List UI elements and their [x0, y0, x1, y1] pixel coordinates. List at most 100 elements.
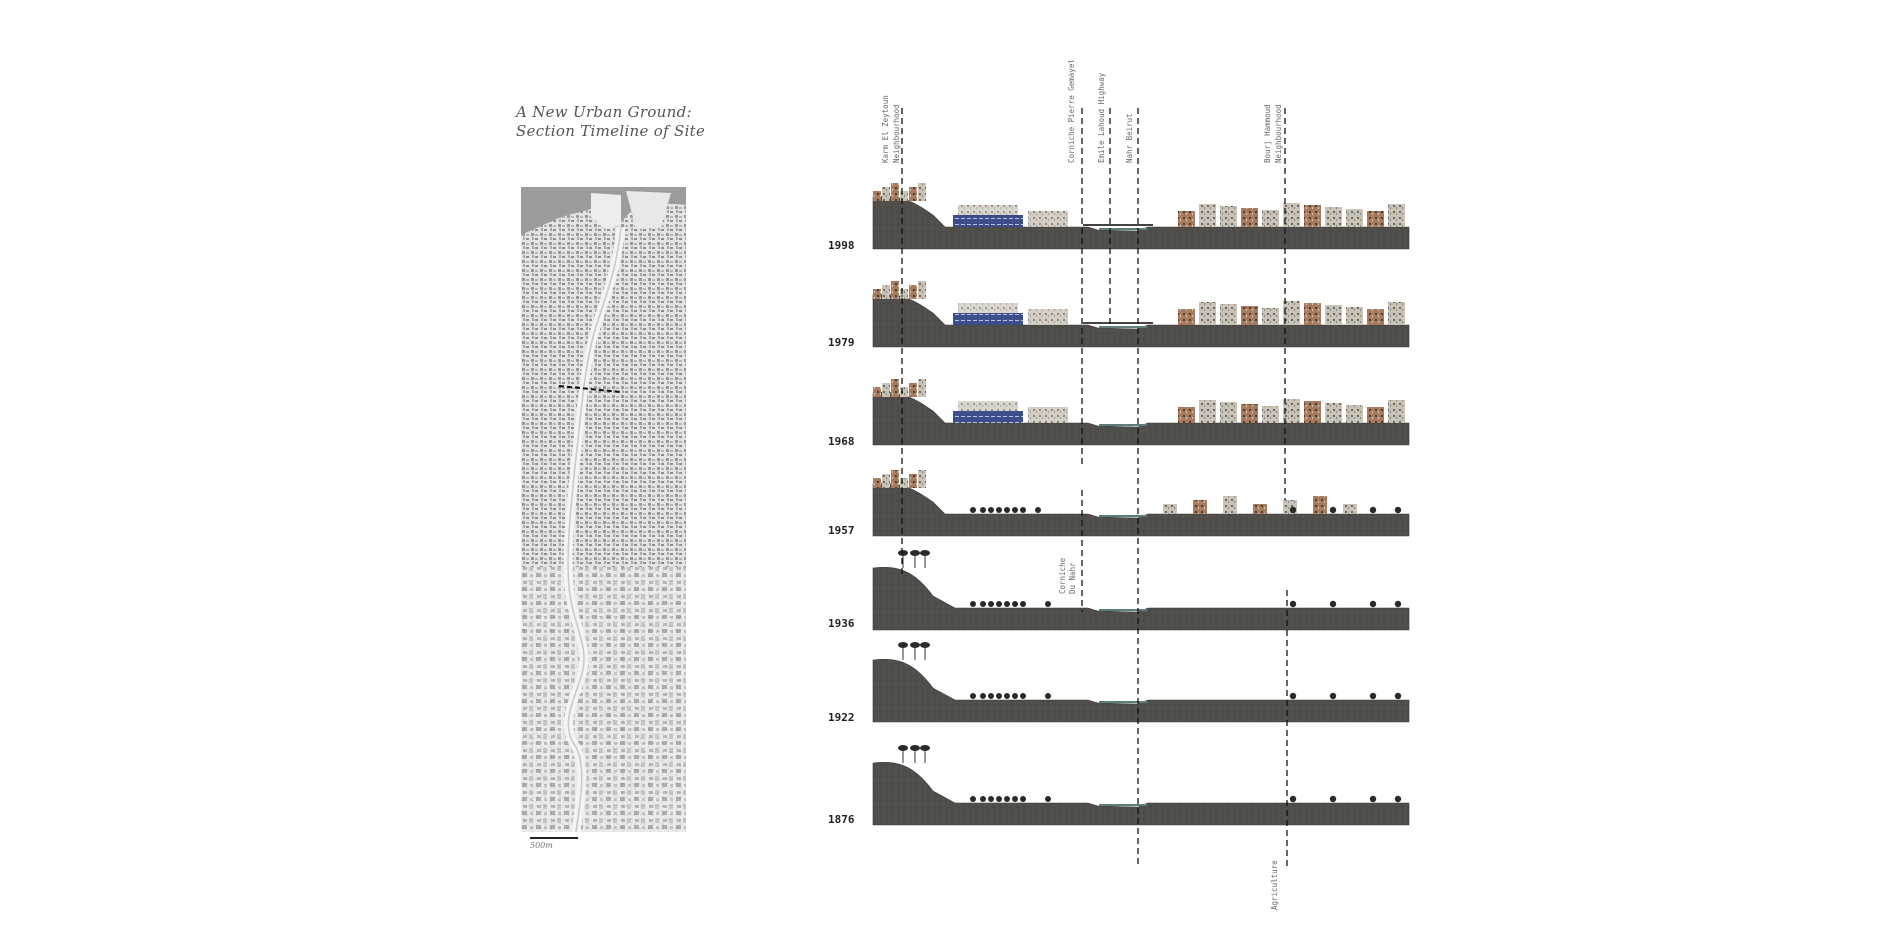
- tree: [1394, 795, 1402, 803]
- tree: [1369, 506, 1377, 514]
- tree: [1035, 507, 1041, 513]
- section-row: [872, 379, 1410, 446]
- building: [1220, 402, 1237, 423]
- building: [953, 215, 1023, 227]
- tree: [920, 550, 930, 556]
- tree: [1289, 795, 1297, 803]
- tree: [910, 745, 920, 751]
- tree: [1369, 600, 1377, 608]
- tree: [970, 507, 976, 513]
- ground-section: [872, 482, 1410, 537]
- tree: [996, 601, 1002, 607]
- section-row: [872, 183, 1410, 250]
- tree: [920, 642, 930, 648]
- section-row: [872, 550, 1410, 631]
- building: [1253, 504, 1267, 514]
- building: [1367, 211, 1384, 227]
- building: [873, 478, 881, 488]
- section-row: [872, 281, 1410, 348]
- building: [1304, 205, 1321, 227]
- title-line-1: A New Urban Ground:: [516, 103, 692, 121]
- ground-section: [872, 566, 1410, 631]
- building: [1241, 306, 1258, 325]
- building: [882, 383, 890, 397]
- tree: [980, 601, 986, 607]
- building: [1325, 207, 1342, 227]
- building: [909, 474, 917, 488]
- building: [873, 191, 881, 201]
- building: [1193, 500, 1207, 514]
- building: [1178, 211, 1195, 227]
- building: [1343, 504, 1357, 514]
- scale-bar-line: [530, 837, 578, 839]
- tree: [1004, 601, 1010, 607]
- tree: [1369, 692, 1377, 700]
- building: [1388, 204, 1405, 227]
- tree: [1020, 693, 1026, 699]
- building: [918, 379, 926, 397]
- tree: [970, 601, 976, 607]
- river-water: [1099, 326, 1147, 328]
- building: [1262, 210, 1279, 227]
- building: [900, 387, 908, 397]
- tree: [1012, 693, 1018, 699]
- river-water: [1099, 228, 1147, 230]
- tree: [1004, 507, 1010, 513]
- building: [1220, 206, 1237, 227]
- tree: [910, 642, 920, 648]
- building: [882, 187, 890, 201]
- tree: [970, 693, 976, 699]
- tree: [1329, 506, 1337, 514]
- scale-bar: 500m: [530, 837, 578, 850]
- building: [1346, 209, 1363, 227]
- tree: [1012, 507, 1018, 513]
- tree: [1394, 692, 1402, 700]
- building: [918, 183, 926, 201]
- tree: [1020, 601, 1026, 607]
- building: [1220, 304, 1237, 325]
- tree: [1020, 507, 1026, 513]
- building: [900, 478, 908, 488]
- building: [1346, 405, 1363, 423]
- tree: [898, 550, 908, 556]
- building: [1346, 307, 1363, 325]
- tree: [1012, 796, 1018, 802]
- building: [1283, 203, 1300, 227]
- tree: [996, 693, 1002, 699]
- tree: [1329, 692, 1337, 700]
- tree: [970, 796, 976, 802]
- section-row: [872, 745, 1410, 826]
- building: [909, 187, 917, 201]
- river-water: [1099, 804, 1147, 806]
- year-label-1968: 1968: [828, 435, 855, 448]
- tree: [1020, 796, 1026, 802]
- tree: [1045, 601, 1051, 607]
- building: [882, 474, 890, 488]
- building: [1367, 309, 1384, 325]
- tree: [898, 642, 908, 648]
- building: [873, 387, 881, 397]
- building: [900, 289, 908, 299]
- building: [918, 470, 926, 488]
- tree: [1289, 600, 1297, 608]
- building: [1199, 204, 1216, 227]
- tree: [1394, 600, 1402, 608]
- tree: [1289, 692, 1297, 700]
- building: [1199, 400, 1216, 423]
- building: [882, 285, 890, 299]
- building: [1241, 404, 1258, 423]
- river-water: [1099, 609, 1147, 611]
- building: [891, 183, 899, 201]
- tree: [988, 601, 994, 607]
- tree: [898, 745, 908, 751]
- building: [1313, 496, 1327, 514]
- tree: [1012, 601, 1018, 607]
- building: [891, 379, 899, 397]
- building: [900, 191, 908, 201]
- tree: [920, 745, 930, 751]
- tree: [996, 507, 1002, 513]
- building: [958, 303, 1018, 313]
- tree: [996, 796, 1002, 802]
- building: [1283, 301, 1300, 325]
